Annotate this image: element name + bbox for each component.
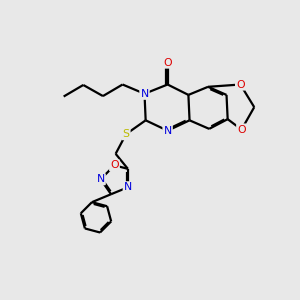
Text: O: O [237,124,246,135]
Text: S: S [122,129,130,139]
Text: N: N [124,182,132,192]
Text: O: O [110,160,119,170]
Text: N: N [140,89,148,99]
Text: N: N [164,126,172,136]
Text: N: N [97,174,105,184]
Text: O: O [163,58,172,68]
Text: O: O [236,80,245,89]
